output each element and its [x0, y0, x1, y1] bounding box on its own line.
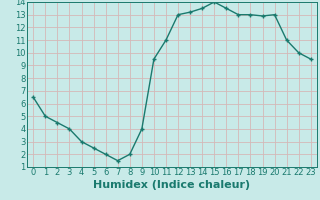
X-axis label: Humidex (Indice chaleur): Humidex (Indice chaleur): [93, 180, 251, 190]
